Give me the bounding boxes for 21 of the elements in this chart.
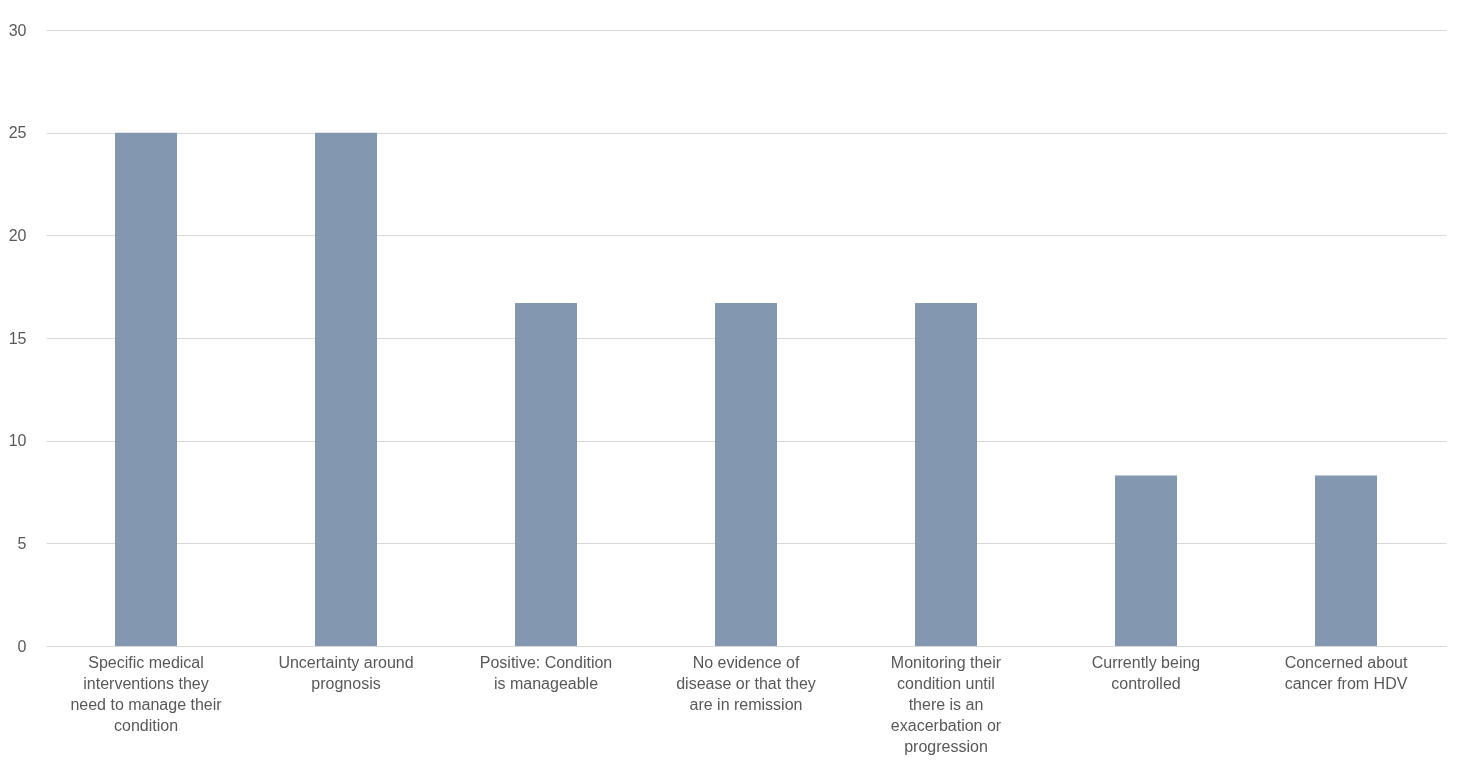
x-tick-label: Uncertainty around prognosis [278, 653, 414, 692]
bar [315, 132, 377, 646]
y-tick-label: 15 [8, 329, 27, 347]
bar [515, 303, 577, 646]
x-tick-label: Positive: Condition is manageable [479, 653, 613, 692]
y-tick-label: 10 [8, 432, 27, 450]
x-tick-label: Concerned about cancer from HDV [1284, 653, 1408, 692]
bar [915, 303, 977, 646]
bar [1115, 475, 1177, 646]
y-tick-label: 25 [8, 124, 27, 142]
y-tick-label: 20 [8, 226, 27, 244]
x-tick-label: Specific medical interventions they need to manage their condition [70, 653, 223, 734]
x-tick-label: Monitoring their condition until there is an exacerbation or progression [890, 653, 1002, 755]
bar [1315, 475, 1377, 646]
bar [715, 303, 777, 646]
x-tick-label: Currently being controlled [1091, 653, 1201, 692]
y-tick-label: 0 [17, 637, 27, 655]
y-tick-label: 30 [8, 21, 27, 39]
bar [115, 132, 177, 646]
x-tick-label: No evidence of disease or that they are in remission [676, 653, 816, 713]
y-tick-label: 5 [17, 534, 27, 552]
